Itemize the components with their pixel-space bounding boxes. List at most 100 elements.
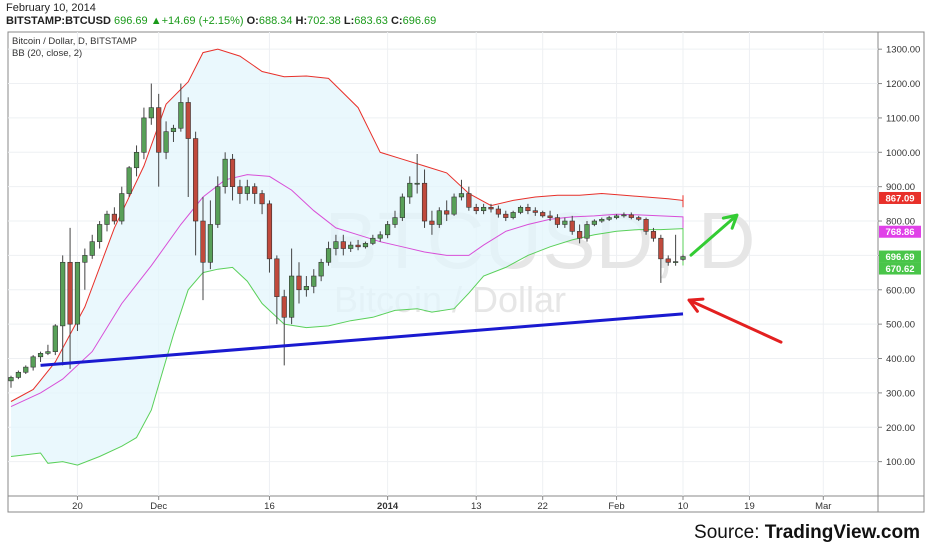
y-tick-label: 600.00: [886, 285, 915, 296]
candle-body: [244, 186, 250, 194]
price-badge: [879, 225, 921, 238]
green-arrow-icon: [689, 213, 739, 257]
candle-body: [584, 224, 590, 239]
candle-body: [436, 210, 442, 225]
price-badge: [879, 250, 921, 263]
price-badge-label: 768.86: [885, 227, 914, 238]
candle-body: [37, 353, 44, 358]
header-quote: BITSTAMP:BTCUSD 696.69 ▲+14.69 (+2.15%) …: [6, 15, 436, 27]
source-prefix: Source:: [694, 522, 765, 543]
candle-body: [362, 243, 369, 248]
candle-body: [333, 241, 339, 249]
price-badge: [879, 262, 921, 275]
high-value: 702.38: [307, 15, 341, 27]
candle-body: [148, 107, 154, 119]
candle-body: [266, 203, 273, 260]
candle-body: [274, 258, 280, 297]
candle-body: [133, 151, 140, 169]
red-arrow-icon: [687, 297, 783, 344]
candle-body: [237, 186, 243, 194]
price-badge-label: 696.69: [885, 252, 914, 263]
candle-body: [569, 220, 575, 232]
candle-body: [141, 117, 147, 153]
candle-body: [517, 206, 524, 213]
candle-body: [104, 213, 110, 225]
candle-body: [407, 182, 413, 198]
candle-body: [325, 248, 332, 263]
candle-body: [89, 241, 95, 256]
candle-body: [481, 206, 487, 212]
y-tick-label: 1100.00: [886, 113, 920, 124]
bollinger-band-fill: [11, 49, 683, 466]
open-label: O:: [246, 15, 259, 27]
candle-body: [163, 131, 169, 153]
candle-body: [650, 231, 657, 239]
candle-body: [547, 215, 553, 218]
candle-body: [466, 193, 472, 208]
close-label: C:: [390, 15, 403, 27]
candle-body: [8, 377, 14, 382]
candle-body: [355, 244, 361, 248]
change-arrow-icon: ▲: [150, 15, 162, 27]
symbol-label[interactable]: BITSTAMP:BTCUSD: [6, 15, 111, 27]
x-tick-label: Feb: [608, 501, 624, 512]
candle-body: [628, 214, 634, 218]
candle-body: [185, 102, 191, 139]
y-tick-label: 200.00: [886, 423, 915, 434]
candle-body: [621, 214, 627, 217]
candle-body: [215, 186, 221, 225]
candle-body: [444, 210, 450, 215]
candle-body: [488, 206, 494, 210]
candle-body: [613, 215, 620, 218]
bollinger-middle-line: [10, 174, 684, 408]
candle-body: [67, 261, 73, 325]
y-tick-label: 500.00: [886, 320, 915, 331]
candle-body: [252, 186, 258, 194]
last-price: 696.69: [113, 15, 148, 27]
header-date: February 10, 2014: [6, 2, 96, 14]
candle-body: [458, 193, 465, 198]
candle-body: [170, 127, 177, 132]
candle-body: [414, 182, 420, 185]
candle-body: [503, 213, 509, 218]
source-credit: Source: TradingView.com: [694, 522, 920, 544]
candle-body: [525, 206, 531, 212]
y-tick-label: 400.00: [886, 354, 915, 365]
price-change: +14.69 (+2.15%): [161, 15, 244, 27]
candle-body: [451, 196, 457, 215]
candle-body: [111, 213, 117, 222]
series-legend[interactable]: Bitcoin / Dollar, D, BITSTAMP: [12, 36, 137, 47]
candle-body: [562, 220, 568, 225]
x-axis[interactable]: 20 Dec 16 2014 13 22 Feb 10 19 Mar: [72, 496, 831, 512]
candle-body: [429, 220, 435, 225]
candle-body: [643, 219, 649, 232]
x-tick-label: 22: [537, 501, 548, 512]
x-tick-label: 16: [264, 501, 275, 512]
candle-body: [606, 217, 612, 220]
candle-body: [15, 371, 21, 378]
candle-body: [421, 182, 428, 222]
candle-body: [554, 217, 561, 225]
y-tick-label: 300.00: [886, 388, 915, 399]
low-label: L:: [343, 15, 355, 27]
candle-body: [540, 212, 546, 217]
candle-body: [473, 206, 479, 212]
candlestick-series: [8, 83, 686, 388]
candle-body: [178, 102, 184, 129]
candle-body: [591, 220, 597, 225]
candle-body: [599, 219, 605, 222]
close-value: 696.69: [402, 15, 437, 27]
candle-body: [370, 237, 376, 244]
candle-body: [340, 241, 346, 249]
bollinger-lines: [10, 48, 684, 466]
candle-body: [377, 234, 383, 239]
low-value: 683.63: [354, 15, 388, 27]
x-tick-label: 20: [72, 501, 83, 512]
candle-body: [318, 261, 324, 277]
candle-body: [23, 366, 29, 373]
indicator-legend[interactable]: BB (20, close, 2): [12, 48, 83, 59]
annotations: [40, 213, 783, 367]
chart-border: [7, 31, 925, 513]
bollinger-band-area: [11, 49, 683, 466]
